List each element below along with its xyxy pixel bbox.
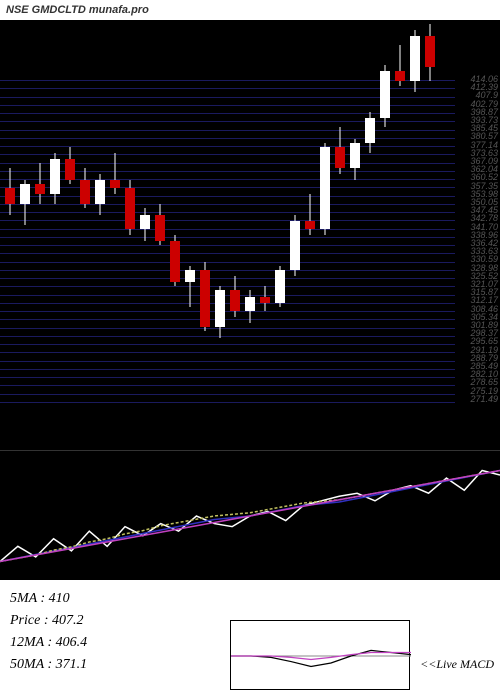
candles-layer: [0, 20, 455, 440]
indicator-panel[interactable]: [0, 450, 500, 580]
macd-inset: [230, 620, 410, 690]
info-panel: 5MA : 410 Price : 407.2 12MA : 406.4 50M…: [0, 580, 500, 700]
indicator-svg: [0, 451, 500, 581]
macd-svg: [231, 621, 411, 691]
chart-ticker: NSE GMDCLTD munafa.pro: [6, 4, 149, 16]
y-axis-labels: 428.35425.09414.06412.39407.9402.79398.8…: [455, 20, 500, 440]
candlestick-chart[interactable]: [0, 20, 455, 440]
ma5-label: 5MA : 410: [10, 588, 490, 610]
macd-label: <<Live MACD: [420, 657, 494, 672]
